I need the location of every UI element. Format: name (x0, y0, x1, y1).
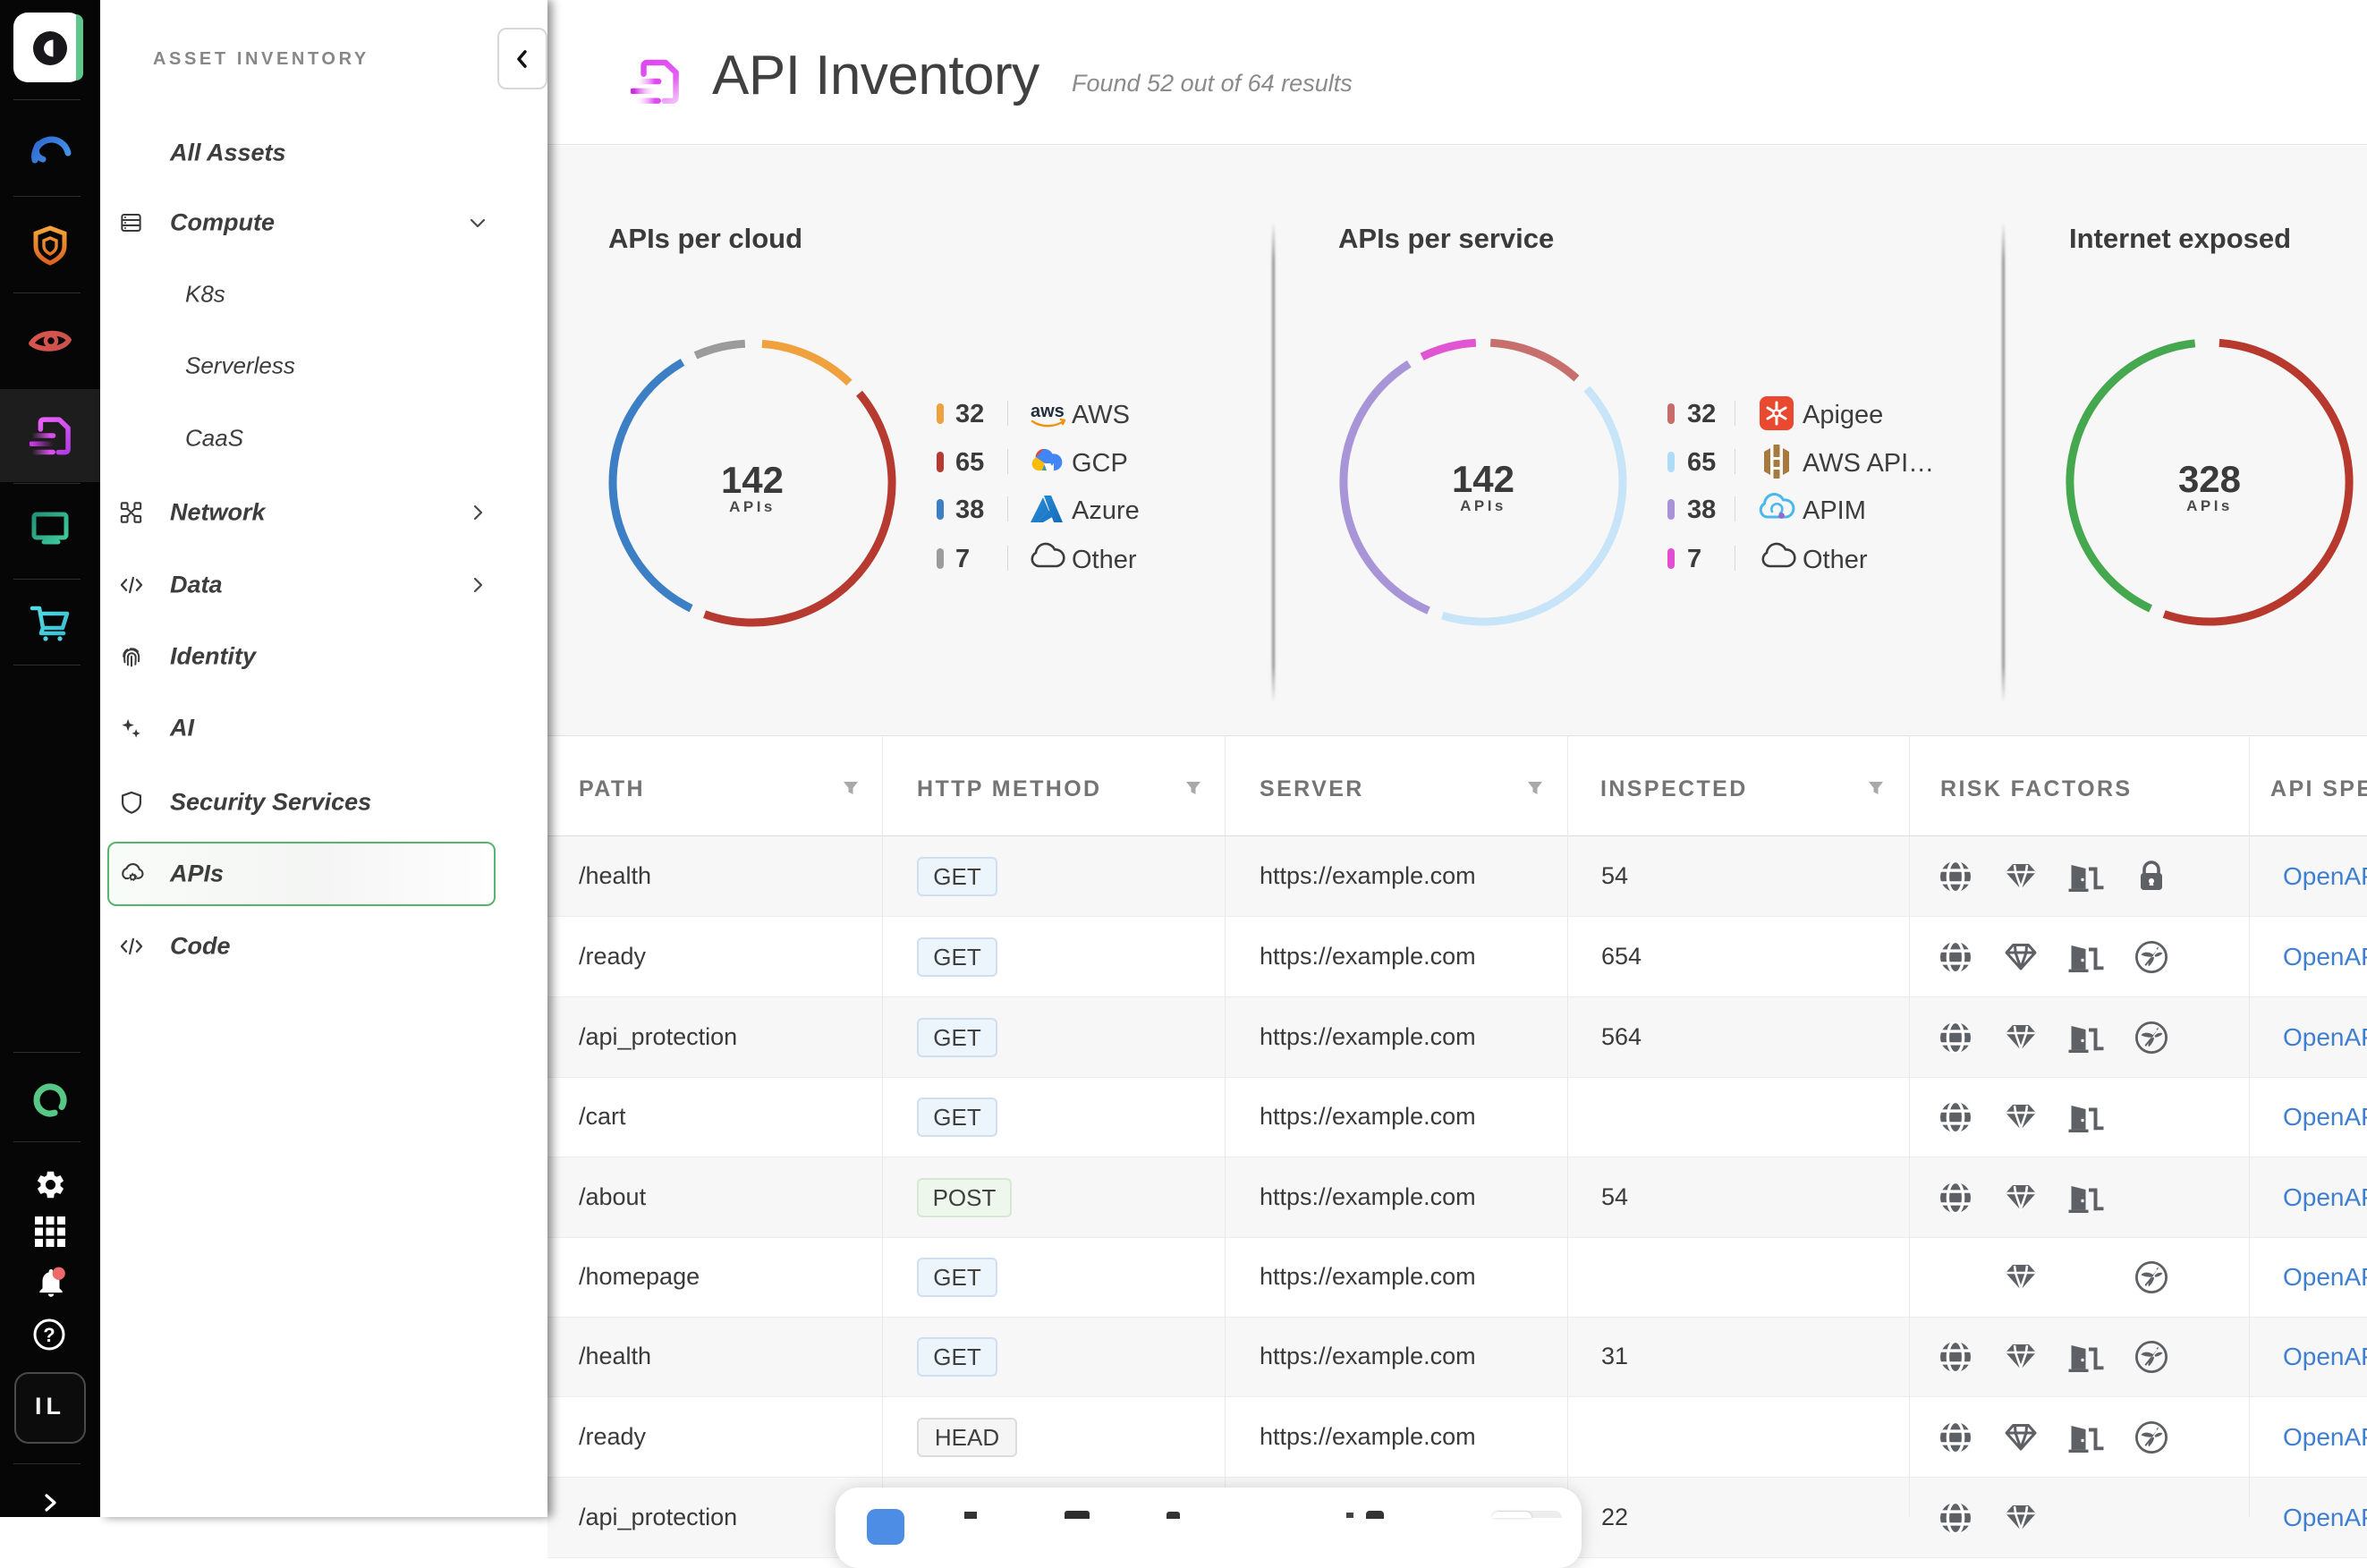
svg-text:aws: aws (1031, 402, 1065, 421)
svg-text:?: ? (43, 1324, 55, 1346)
